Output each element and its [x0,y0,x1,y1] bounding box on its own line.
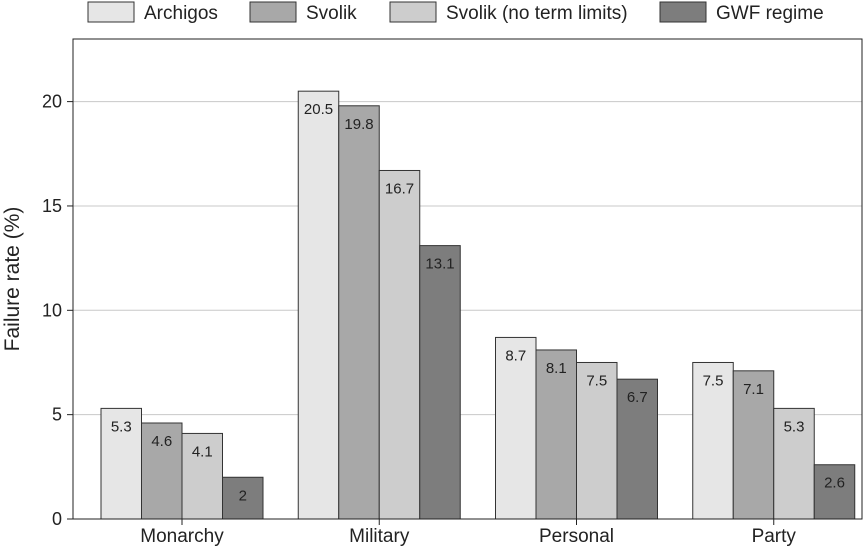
bar [222,476,264,520]
y-tick-label: 0 [52,509,62,529]
y-tick-label: 10 [42,300,62,320]
bar-value-label: 5.3 [784,418,805,435]
bar [419,245,461,520]
bar [378,169,421,520]
bar-value-label: 7.1 [743,381,764,398]
bar-value-label: 4.1 [192,443,213,460]
bar [732,370,775,520]
y-tick-label: 20 [42,92,62,112]
x-tick-label: Personal [539,526,614,547]
bar-value-label: 16.7 [385,180,414,197]
legend-label: Svolik [306,3,357,24]
bar [100,407,142,520]
bar-value-label: 7.5 [703,372,724,389]
legend-label: Archigos [144,3,218,24]
bar-value-label: 6.7 [627,389,648,406]
legend-swatch [389,1,437,23]
bar-value-label: 2.6 [824,475,845,492]
bar-value-label: 4.6 [151,433,172,450]
y-axis-ticks: 0 5 10 15 20 [42,92,73,529]
y-axis-title: Failure rate (%) [1,207,24,352]
bar-value-label: 5.3 [111,418,132,435]
bar-value-label: 19.8 [344,116,373,133]
y-tick-label: 15 [42,196,62,216]
bar [297,90,340,520]
bar-value-label: 7.5 [586,372,607,389]
legend-swatch [659,1,707,23]
bar [773,407,815,520]
legend-label: GWF regime [716,3,824,24]
bar-value-label: 8.7 [505,347,526,364]
bar [181,432,223,520]
bar [813,464,856,520]
bar [535,349,577,520]
legend-swatch [249,1,297,23]
bar [576,361,618,520]
bar-value-label: 20.5 [304,101,333,118]
axes [72,38,863,520]
gridlines [73,101,862,416]
x-tick-label: Military [349,526,410,547]
bar [495,336,537,520]
bars: 5.3 4.6 4.1 2 20.5 19.8 16.7 13.1 8.7 8.1 7.5 6.7 7.… [100,90,856,520]
x-axis-ticks: Monarchy Military Personal Party [140,519,796,547]
plot-frame [72,38,863,520]
legend-swatch [87,1,135,23]
bar [338,105,380,520]
y-tick-label: 5 [52,405,62,425]
bar-value-label: 8.1 [546,360,567,377]
legend-label: Svolik (no term limits) [446,3,628,24]
x-tick-label: Party [752,526,797,547]
bar [616,378,658,520]
bar-value-label: 13.1 [425,256,454,273]
x-tick-label: Monarchy [140,526,224,547]
bar-value-label: 2 [239,487,247,504]
legend: Archigos Svolik Svolik (no term limits) GWF… [87,1,824,24]
